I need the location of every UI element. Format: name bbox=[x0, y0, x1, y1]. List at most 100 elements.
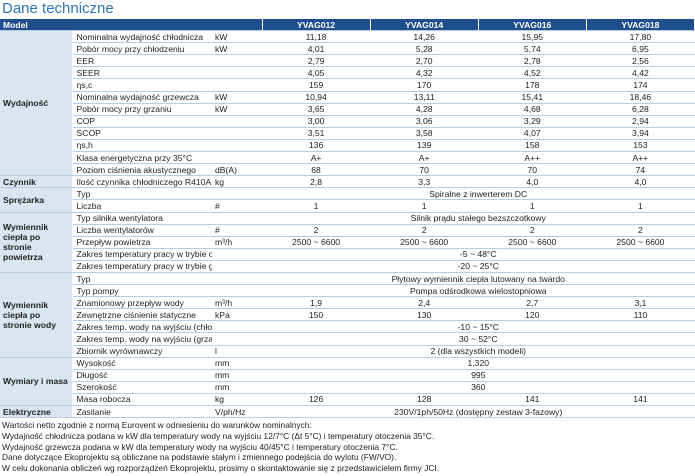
value-cell: 2 bbox=[262, 224, 371, 237]
value-cell: 2,8 bbox=[262, 175, 371, 189]
param-cell: Masa robocza bbox=[72, 393, 212, 407]
group-label: Elektryczne bbox=[0, 405, 73, 419]
value-cell: 4,0 bbox=[586, 175, 695, 189]
table-row: Pobór mocy przy grzaniu kW 3,65 4,28 4,68 6,2… bbox=[0, 103, 695, 116]
table-row: EER 2,79 2,70 2,78 2,56 bbox=[0, 54, 695, 68]
value-cell: 2,70 bbox=[370, 54, 479, 68]
value-cell: 68 bbox=[262, 163, 371, 177]
value-cell: 2500 ~ 6600 bbox=[586, 236, 695, 249]
unit-cell bbox=[212, 66, 263, 80]
param-cell: Poziom ciśnienia akustycznego bbox=[72, 163, 212, 177]
unit-cell: kPa bbox=[212, 308, 263, 322]
table-row: Zakres temp. wody na wyjściu (chłodzenie… bbox=[0, 320, 695, 334]
table-row: SCOP 3,51 3,58 4,07 3,94 bbox=[0, 127, 695, 140]
value-cell: 4,07 bbox=[478, 127, 587, 140]
value-cell: 6,28 bbox=[586, 103, 695, 116]
table-row: Typ pompy Pompa odśrodkowa wielostopniowa bbox=[0, 284, 695, 298]
value-cell: 2500 ~ 6600 bbox=[262, 236, 371, 249]
unit-cell bbox=[212, 54, 263, 68]
value-cell: 70 bbox=[370, 163, 479, 177]
unit-cell: l bbox=[212, 345, 263, 358]
value-cell: 3,58 bbox=[370, 127, 479, 140]
span-value: 2 (dla wszystkich modeli) bbox=[262, 345, 695, 358]
value-cell: 4,32 bbox=[370, 66, 479, 80]
value-cell: 130 bbox=[370, 308, 479, 322]
param-cell: Długość bbox=[72, 369, 212, 382]
value-cell: 4,01 bbox=[262, 42, 371, 56]
unit-cell: dB(A) bbox=[212, 163, 263, 177]
header-cell: YVAG014 bbox=[370, 19, 479, 32]
table-row: Wymiennik ciepła po stronie wody Typ Płyto… bbox=[0, 272, 695, 358]
value-cell: A++ bbox=[478, 151, 587, 165]
param-cell: Zbiornik wyrównawczy bbox=[72, 345, 212, 358]
value-cell: 17,80 bbox=[586, 30, 695, 44]
group-label: Wymiennik ciepła po stronie wody bbox=[0, 272, 73, 358]
table-row: Przepływ powietrza m³/h 2500 ~ 6600 2500 ~ … bbox=[0, 236, 695, 249]
value-cell: 15,95 bbox=[478, 30, 587, 44]
span-value: Silnik prądu stałego bezszczotkowy bbox=[262, 212, 695, 225]
value-cell: 3,3 bbox=[370, 175, 479, 189]
param-cell: Wysokość bbox=[72, 357, 212, 370]
param-cell: Typ pompy bbox=[72, 284, 212, 298]
header-row: Model YVAG012 YVAG014 YVAG016 YVAG018 bbox=[0, 19, 695, 32]
param-cell: Zakres temperatury pracy w trybie grzani… bbox=[72, 260, 212, 273]
value-cell: 136 bbox=[262, 139, 371, 153]
value-cell: 3,29 bbox=[478, 115, 587, 128]
param-cell: SCOP bbox=[72, 127, 212, 140]
unit-cell: mm bbox=[212, 381, 263, 394]
value-cell: 3,65 bbox=[262, 103, 371, 116]
value-cell: 150 bbox=[262, 308, 371, 322]
param-cell: Klasa energetyczna przy 35°C bbox=[72, 151, 212, 165]
unit-cell: m³/h bbox=[212, 236, 263, 249]
span-value: Pompa odśrodkowa wielostopniowa bbox=[262, 284, 695, 298]
note-line: Dane dotyczące Ekoprojektu są obliczane … bbox=[2, 452, 397, 463]
span-value: Płytowy wymiennik ciepła lutowany na twa… bbox=[262, 272, 695, 286]
param-cell: Pobór mocy przy chłodzeniu bbox=[72, 42, 212, 56]
header-cell: Model bbox=[0, 19, 263, 32]
table-row: Liczba wentylatorów #2 2 2 2 bbox=[0, 224, 695, 237]
value-cell: 2 bbox=[370, 224, 479, 237]
unit-cell bbox=[212, 151, 263, 165]
value-cell: 1 bbox=[478, 199, 587, 213]
value-cell: 2,4 bbox=[370, 296, 479, 310]
param-cell: Nominalna wydajność chłodnicza bbox=[72, 30, 212, 44]
header-cell: YVAG018 bbox=[586, 19, 695, 32]
value-cell: 3,51 bbox=[262, 127, 371, 140]
group-label: Wymiennik ciepła po stronie powietrza bbox=[0, 212, 73, 273]
unit-cell bbox=[212, 187, 263, 201]
unit-cell bbox=[212, 212, 263, 225]
value-cell: 74 bbox=[586, 163, 695, 177]
param-cell: Typ bbox=[72, 187, 212, 201]
param-cell: Przepływ powietrza bbox=[72, 236, 212, 249]
unit-cell: # bbox=[212, 224, 263, 237]
span-value: Spiralne z inwerterem DC bbox=[262, 187, 695, 201]
param-cell: Zakres temp. wody na wyjściu (grzanie) bbox=[72, 332, 212, 346]
param-cell: Zakres temp. wody na wyjściu (chłodzenie… bbox=[72, 320, 212, 334]
value-cell: A+ bbox=[370, 151, 479, 165]
value-cell: 3,1 bbox=[586, 296, 695, 310]
note-line: Wydajność grzewcza podana w kW dla tempe… bbox=[2, 441, 398, 452]
table-row: Zakres temperatury pracy w trybie chłodz… bbox=[0, 248, 695, 261]
value-cell: 4,68 bbox=[478, 103, 587, 116]
table-row: SEER 4,05 4,32 4,52 4,42 bbox=[0, 66, 695, 80]
value-cell: 153 bbox=[586, 139, 695, 153]
param-cell: Zasilanie bbox=[72, 405, 212, 419]
unit-cell: kg bbox=[212, 393, 263, 407]
unit-cell: kW bbox=[212, 103, 263, 116]
value-cell: 2500 ~ 6600 bbox=[370, 236, 479, 249]
unit-cell: # bbox=[212, 199, 263, 213]
value-cell: 2,94 bbox=[586, 115, 695, 128]
param-cell: EER bbox=[72, 54, 212, 68]
header-cell: YVAG012 bbox=[262, 19, 371, 32]
span-value: 230V/1ph/50Hz (dostępny zestaw 3-fazowy) bbox=[262, 405, 695, 419]
table-body: Wydajność Nominalna wydajność chłodnicza k… bbox=[0, 30, 695, 419]
value-cell: 120 bbox=[478, 308, 587, 322]
table-row: Czynnik Ilość czynnika chłodniczego R410A… bbox=[0, 175, 695, 189]
value-cell: 6,95 bbox=[586, 42, 695, 56]
value-cell: 3,94 bbox=[586, 127, 695, 140]
value-cell: 1 bbox=[586, 199, 695, 213]
param-cell: Typ silnika wentylatora bbox=[72, 212, 212, 225]
param-cell: ηs,h bbox=[72, 139, 212, 153]
table-row: Masa robocza kg 126 128 141 141 bbox=[0, 393, 695, 407]
value-cell: 18,46 bbox=[586, 91, 695, 104]
